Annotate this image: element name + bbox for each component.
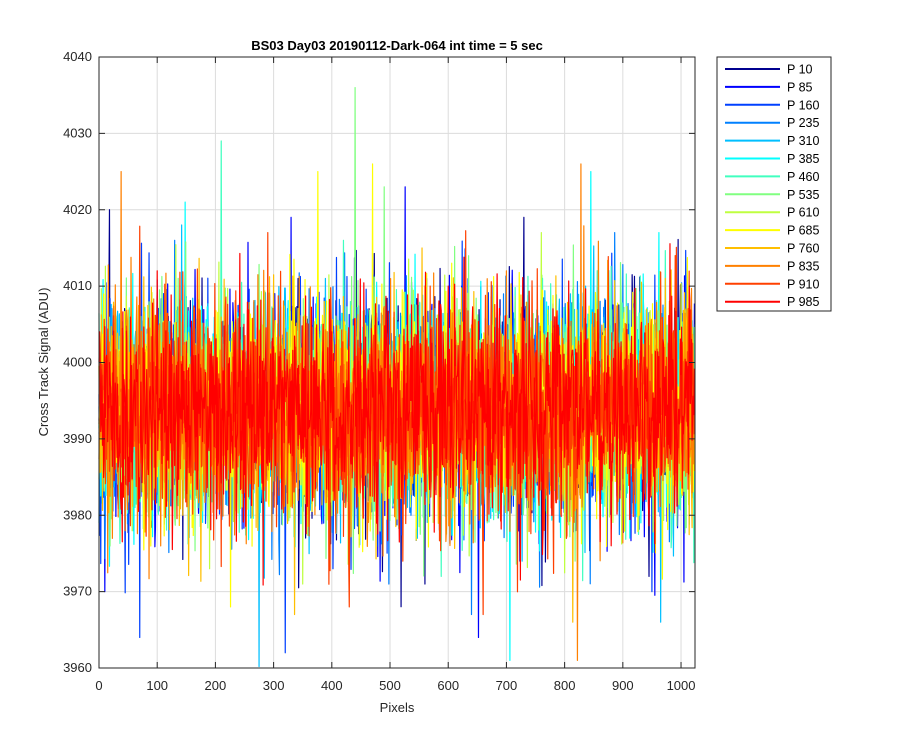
legend-label: P 460 (787, 170, 819, 184)
y-tick-label: 4000 (63, 355, 92, 370)
y-tick-label: 4020 (63, 202, 92, 217)
legend-entry: P 460 (725, 170, 819, 184)
x-tick-label: 700 (496, 678, 518, 693)
legend-label: P 610 (787, 206, 819, 220)
legend-entry: P 835 (725, 259, 819, 273)
legend-entry: P 385 (725, 152, 819, 166)
legend-entry: P 610 (725, 206, 819, 220)
legend-label: P 685 (787, 224, 819, 238)
axes: 0 100 200 300 400 500 600 700 800 900 1000 3960 3970… (63, 49, 695, 693)
legend-entry: P 310 (725, 134, 819, 148)
chart-title: BS03 Day03 20190112-Dark-064 int time = … (251, 38, 543, 53)
legend-entry: P 85 (725, 80, 813, 94)
x-tick-label: 500 (379, 678, 401, 693)
legend-label: P 760 (787, 242, 819, 256)
legend-entry: P 685 (725, 224, 819, 238)
x-tick-label: 200 (205, 678, 227, 693)
legend-label: P 385 (787, 152, 819, 166)
x-tick-label: 100 (146, 678, 168, 693)
x-tick-label: 800 (554, 678, 576, 693)
legend-label: P 310 (787, 134, 819, 148)
x-tick-label: 600 (437, 678, 459, 693)
y-tick-label: 4030 (63, 125, 92, 140)
legend-entry: P 760 (725, 242, 819, 256)
legend-label: P 985 (787, 295, 819, 309)
legend-label: P 85 (787, 80, 813, 94)
legend-entry: P 910 (725, 277, 819, 291)
legend-entry: P 160 (725, 98, 819, 112)
legend-entry: P 10 (725, 63, 813, 77)
legend-label: P 835 (787, 259, 819, 273)
y-tick-label: 3990 (63, 431, 92, 446)
legend-label: P 535 (787, 188, 819, 202)
legend-entry: P 535 (725, 188, 819, 202)
legend-entry: P 985 (725, 295, 819, 309)
x-tick-label: 900 (612, 678, 634, 693)
legend-label: P 160 (787, 98, 819, 112)
series-line (98, 243, 696, 586)
x-tick-label: 0 (95, 678, 102, 693)
legend-label: P 910 (787, 277, 819, 291)
y-axis-label: Cross Track Signal (ADU) (36, 288, 51, 437)
x-tick-label: 300 (263, 678, 285, 693)
legend: P 10 P 85 P 160 P 235 P 310 P 385 P 460 P 535 P … (716, 56, 832, 312)
x-axis-label: Pixels (380, 700, 415, 715)
series-layer (98, 86, 696, 668)
legend-entry: P 235 (725, 116, 819, 130)
y-tick-label: 3960 (63, 660, 92, 675)
x-tick-label: 400 (321, 678, 343, 693)
y-tick-label: 4010 (63, 278, 92, 293)
y-tick-label: 3970 (63, 584, 92, 599)
x-tick-label: 1000 (667, 678, 696, 693)
y-tick-label: 4040 (63, 49, 92, 64)
legend-box (716, 56, 832, 312)
legend-label: P 235 (787, 116, 819, 130)
y-tick-label: 3980 (63, 507, 92, 522)
legend-label: P 10 (787, 63, 813, 77)
